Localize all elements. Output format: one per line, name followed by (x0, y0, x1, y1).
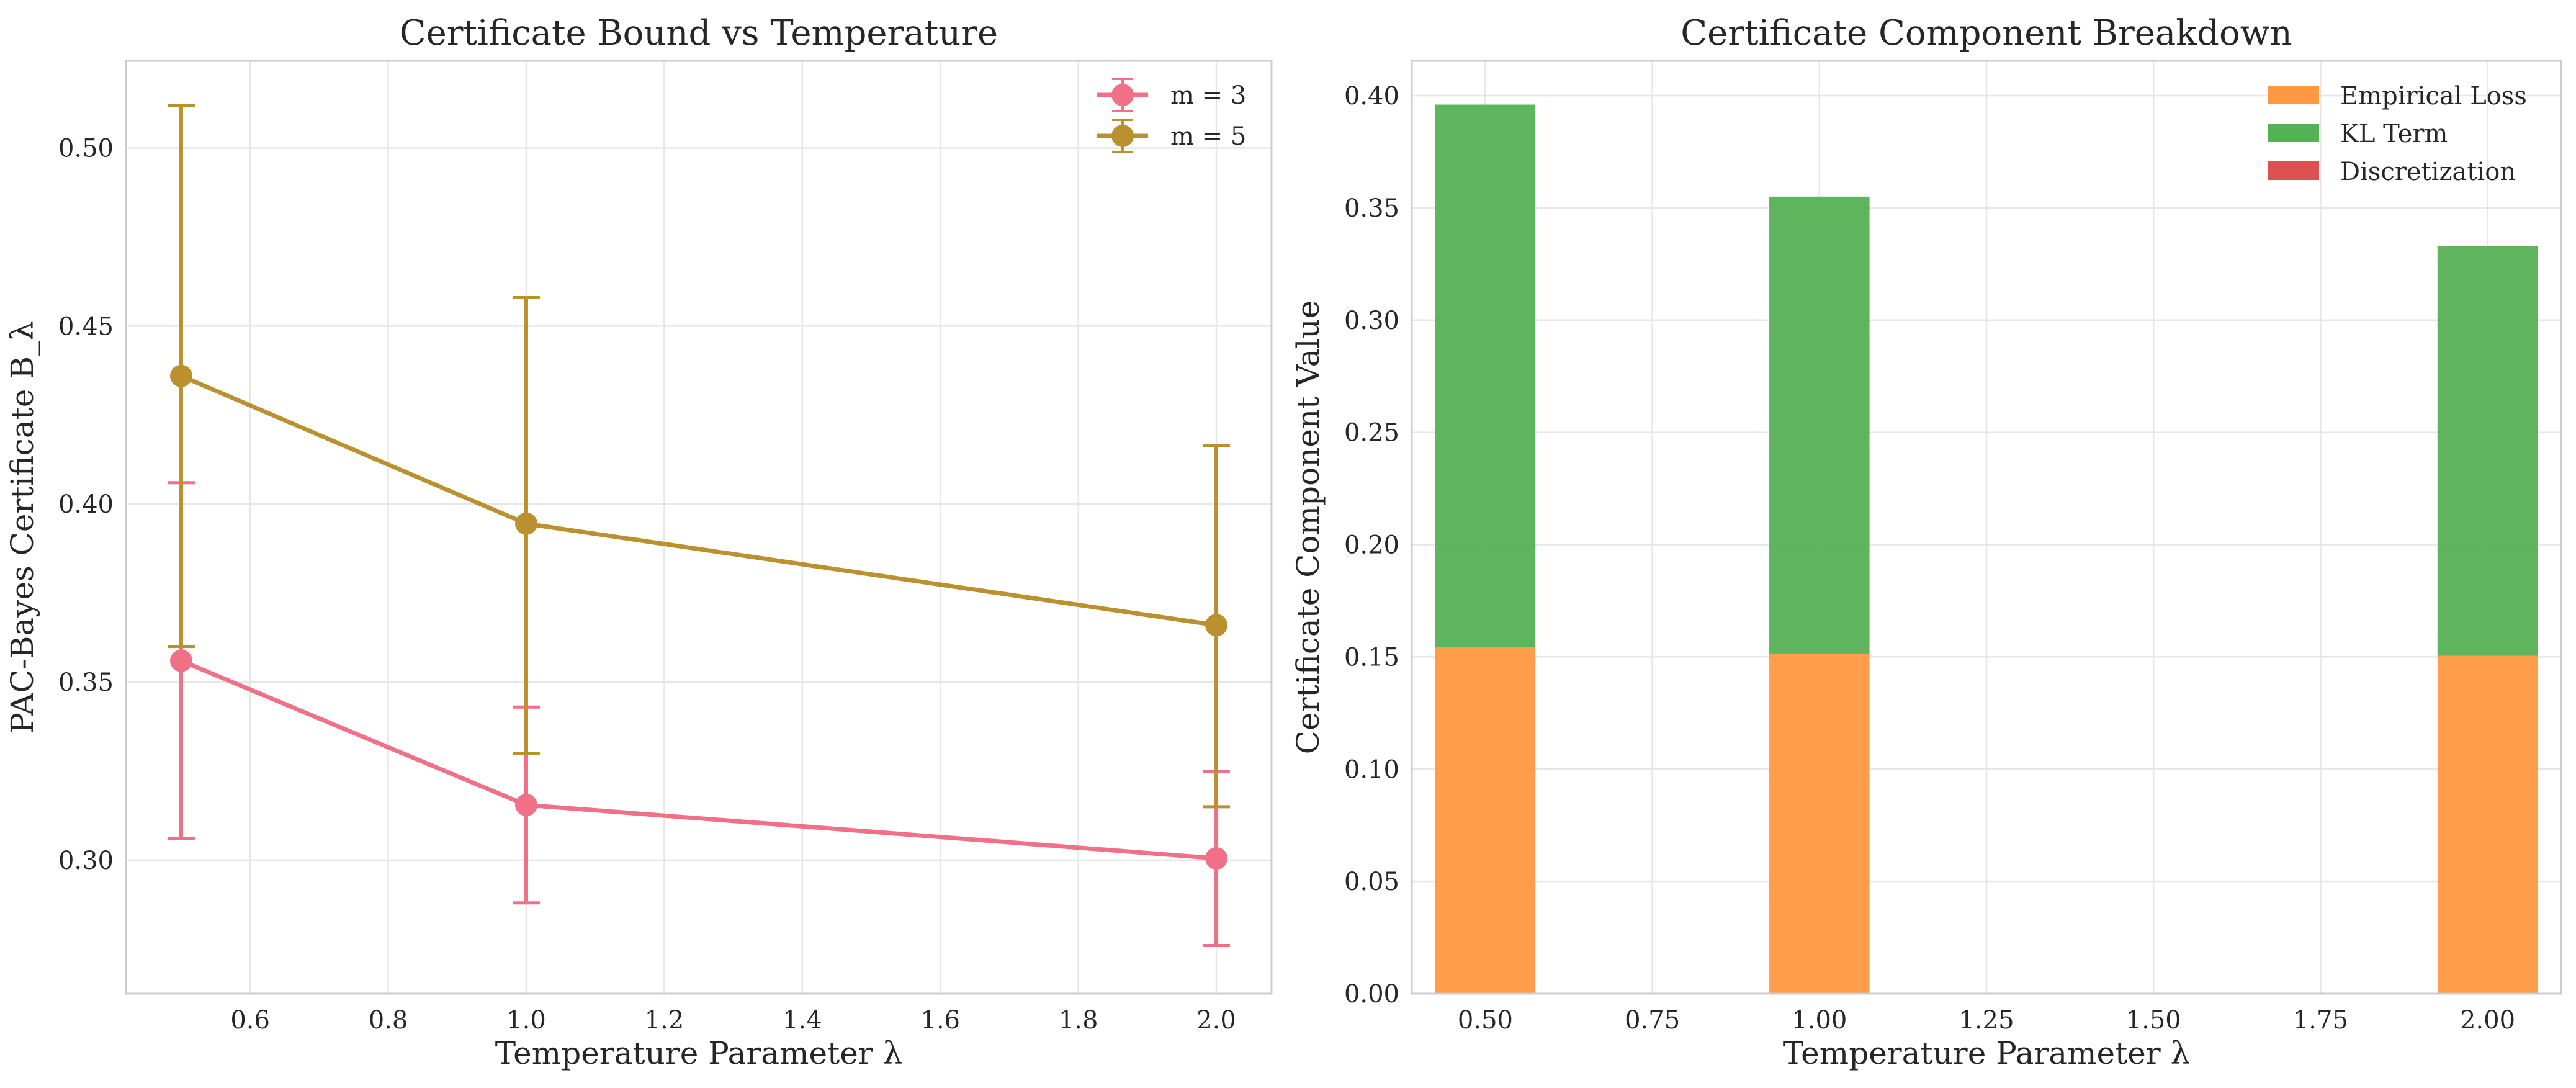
series-0 (167, 481, 1231, 948)
bar-empirical-loss (2437, 655, 2538, 994)
x-tick-label: 1.4 (783, 1006, 822, 1035)
bar-kl-term (1769, 196, 1870, 654)
x-tick-label: 2.00 (2460, 1006, 2515, 1035)
y-tick-label: 0.15 (1344, 643, 1399, 672)
data-point (514, 793, 537, 816)
grid (126, 61, 1272, 994)
series-line (180, 374, 1217, 627)
y-tick-label: 0.05 (1344, 868, 1399, 896)
legend-label: m = 3 (1170, 81, 1246, 110)
series-1 (167, 104, 1231, 809)
bar-kl-term (1435, 104, 1536, 647)
y-tick-label: 0.40 (1344, 82, 1399, 110)
x-tick-label: 1.2 (645, 1006, 684, 1035)
x-tick-label: 1.0 (506, 1006, 546, 1035)
y-tick-label: 0.50 (58, 135, 114, 163)
legend-swatch (2268, 86, 2319, 104)
legend-label: KL Term (2340, 120, 2448, 148)
legend: m = 3 m = 5 (1097, 78, 1246, 153)
grid (1412, 61, 2561, 995)
y-axis-label: Certificate Component Value (1290, 300, 1326, 755)
data-point (1205, 847, 1228, 870)
legend-label: Discretization (2340, 158, 2516, 186)
y-tick-label: 0.40 (58, 490, 114, 519)
legend-swatch (2268, 161, 2319, 180)
legend-marker (1111, 125, 1134, 147)
y-tick-label: 0.30 (58, 847, 114, 875)
chart-title: Certificate Component Breakdown (1681, 13, 2292, 53)
data-point (169, 649, 192, 672)
legend-swatch (2268, 124, 2319, 142)
component-breakdown-chart: 0.50 0.75 1.00 1.25 1.50 1.75 2.00 0.00 0.05 0.10… (1290, 13, 2562, 1071)
legend: Empirical Loss KL Term Discretization (2268, 82, 2527, 186)
chart-title: Certificate Bound vs Temperature (400, 13, 998, 53)
y-tick-label: 0.30 (1344, 307, 1399, 335)
x-tick-label: 1.00 (1792, 1006, 1847, 1035)
x-tick-label: 1.50 (2126, 1006, 2181, 1035)
data-point (1205, 614, 1228, 637)
legend-marker (1111, 84, 1134, 106)
axes-frame (125, 60, 1273, 995)
bar-empirical-loss (1435, 647, 1536, 994)
data-point (169, 364, 192, 387)
y-tick-label: 0.45 (58, 312, 114, 341)
y-tick-label: 0.20 (1344, 531, 1399, 560)
bars (1435, 104, 2538, 994)
x-axis-label: Temperature Parameter λ (1783, 1035, 2191, 1071)
y-tick-label: 0.10 (1344, 755, 1399, 784)
x-tick-label: 1.25 (1959, 1006, 2014, 1035)
x-tick-label: 0.8 (369, 1006, 408, 1035)
x-tick-label: 0.75 (1625, 1006, 1680, 1035)
y-axis-label: PAC-Bayes Certificate B_λ (4, 321, 40, 733)
y-tick-label: 0.35 (1344, 194, 1399, 223)
data-point (514, 512, 537, 535)
x-tick-label: 1.8 (1059, 1006, 1098, 1035)
y-tick-label: 0.25 (1344, 419, 1399, 447)
x-tick-label: 1.75 (2293, 1006, 2348, 1035)
x-tick-label: 0.50 (1458, 1006, 1513, 1035)
y-tick-label: 0.00 (1344, 980, 1399, 1009)
axes-frame (1411, 60, 2562, 995)
x-tick-label: 0.6 (230, 1006, 270, 1035)
legend-label: m = 5 (1170, 122, 1246, 151)
x-axis-label: Temperature Parameter λ (495, 1035, 903, 1071)
y-tick-label: 0.35 (58, 668, 114, 697)
x-tick-label: 1.6 (920, 1006, 960, 1035)
x-tick-label: 2.0 (1196, 1006, 1236, 1035)
legend-label: Empirical Loss (2340, 82, 2527, 110)
series-line (180, 659, 1217, 861)
bound-vs-temperature-chart: 0.6 0.8 1.0 1.2 1.4 1.6 1.8 2.0 0.30 0.35 0.40 0.45… (4, 13, 1273, 1071)
bar-kl-term (2437, 246, 2538, 656)
bar-empirical-loss (1769, 653, 1870, 994)
